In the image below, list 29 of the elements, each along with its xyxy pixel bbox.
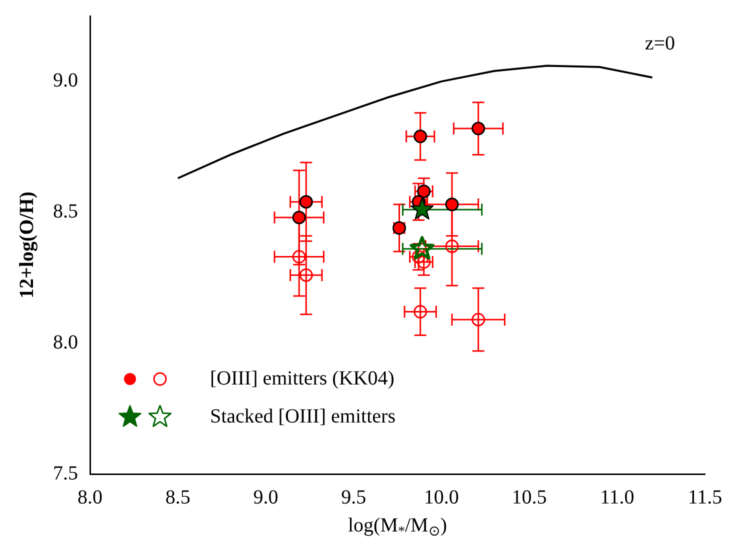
y-axis-title: 12+log(O/H) [16, 192, 38, 298]
x-tick-label: 10.0 [424, 486, 459, 508]
y-tick-label: 8.5 [53, 200, 78, 223]
point [472, 312, 486, 326]
x-tick-label: 9.5 [341, 486, 366, 508]
y-tick-label: 7.5 [53, 462, 78, 484]
x-tick-label: 11.0 [600, 486, 634, 508]
x-tick-label: 8.0 [78, 486, 102, 508]
x-axis-title: log(M*/M⊙) [348, 514, 448, 540]
point [292, 250, 306, 264]
point [414, 304, 428, 318]
point [299, 268, 313, 282]
x-tick-label: 10.5 [512, 486, 547, 508]
point [292, 210, 306, 224]
x-tick-label: 11.5 [688, 486, 722, 508]
point [410, 198, 434, 220]
y-tick-label: 9.0 [53, 70, 78, 92]
point [414, 130, 428, 144]
x-tick-label: 8.5 [165, 486, 190, 508]
x-tick-label: 9.0 [253, 486, 278, 508]
y-tick-label: 8.0 [53, 331, 78, 354]
point [445, 198, 459, 212]
annotation: z=0 [644, 32, 675, 54]
legend-label: [OIII] emitters (KK04) [210, 367, 394, 390]
point [410, 236, 434, 260]
point [299, 195, 313, 209]
point [472, 122, 486, 136]
point [445, 240, 459, 254]
legend-label: Stacked [OIII] emitters [210, 405, 396, 428]
